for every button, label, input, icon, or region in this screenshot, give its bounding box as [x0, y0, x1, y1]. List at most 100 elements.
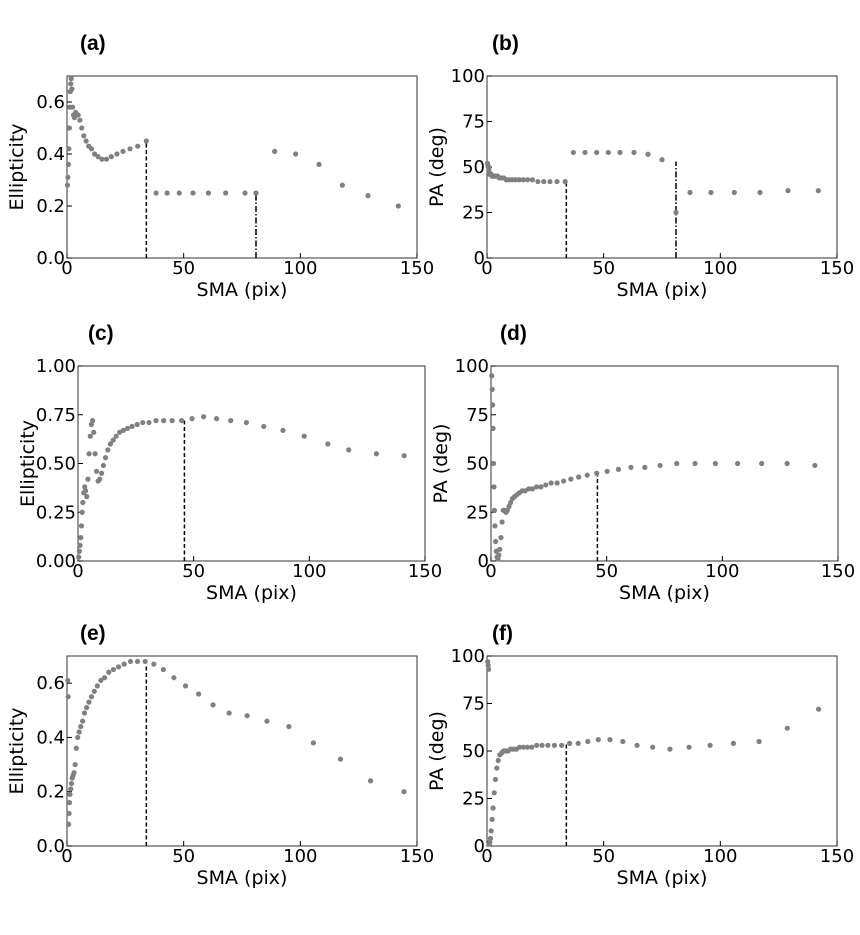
data-point	[628, 464, 634, 470]
data-point	[594, 470, 600, 476]
panel-e: (e) 0 50 100 150 0.0 0.2 0.4 0.6 SMA (pix) Ellipti…	[6, 622, 434, 889]
data-point	[89, 418, 96, 424]
y-tick-label: 50	[466, 454, 489, 475]
panel-c: (c) 0 50 100 150 0.00 0.25 0.50 0.75 1.00 SMA (pix…	[17, 322, 442, 604]
data-point	[604, 468, 610, 474]
data-point	[650, 744, 656, 750]
x-tick-label: 0	[61, 846, 72, 867]
data-point	[506, 503, 512, 509]
data-point	[516, 177, 522, 183]
data-point	[815, 706, 822, 712]
data-point	[228, 418, 234, 424]
data-point	[65, 694, 71, 700]
data-point	[529, 486, 536, 492]
y-axis-label: PA (deg)	[426, 127, 448, 207]
data-point	[95, 154, 101, 160]
data-point	[98, 470, 105, 476]
x-axis-label: SMA (pix)	[617, 279, 708, 301]
data-point	[570, 149, 576, 156]
data-point	[529, 744, 535, 750]
data-point	[78, 723, 84, 730]
data-point	[72, 761, 78, 768]
data-point	[182, 683, 189, 689]
data-point	[223, 190, 229, 196]
data-point	[115, 664, 122, 670]
data-point	[71, 770, 77, 776]
data-point	[99, 156, 105, 162]
data-point	[485, 659, 491, 665]
data-point	[538, 484, 544, 490]
data-point	[489, 386, 495, 392]
y-tick-label: 100	[451, 646, 485, 667]
panel-label-f: (f)	[492, 622, 513, 645]
data-point	[86, 699, 92, 705]
data-point	[529, 177, 536, 183]
y-axis-label: Ellipticity	[6, 123, 28, 210]
data-point	[75, 734, 81, 741]
data-point	[87, 433, 93, 439]
y-tick-label: 75	[462, 112, 485, 133]
data-point	[127, 658, 134, 665]
data-point	[615, 466, 622, 472]
data-point	[261, 423, 267, 430]
data-point	[244, 713, 250, 719]
data-point	[68, 780, 75, 787]
data-point	[226, 710, 232, 716]
x-tick-label: 100	[703, 258, 737, 279]
data-point	[490, 460, 497, 467]
data-point	[189, 416, 195, 422]
x-tick-label: 0	[485, 561, 496, 582]
data-point	[543, 482, 549, 488]
data-point	[83, 488, 89, 494]
data-point	[171, 675, 177, 681]
x-tick-label: 100	[283, 258, 317, 279]
y-tick-label: 50	[462, 157, 485, 178]
data-point	[301, 433, 307, 439]
data-point	[79, 125, 85, 131]
data-point	[517, 744, 523, 750]
data-point	[730, 740, 737, 747]
data-point	[491, 790, 497, 796]
data-point	[512, 177, 519, 183]
data-point	[582, 149, 588, 156]
data-point	[495, 757, 501, 764]
data-point	[66, 799, 73, 806]
data-point	[253, 190, 259, 196]
y-tick-label: 0.4	[36, 727, 65, 748]
data-point	[176, 190, 182, 196]
data-point	[533, 484, 540, 490]
y-tick-label: 0	[474, 836, 485, 857]
data-point	[617, 149, 623, 156]
data-point	[66, 146, 72, 152]
data-point	[142, 658, 148, 665]
x-tick-label: 50	[595, 561, 618, 582]
data-point	[395, 203, 401, 209]
data-point	[210, 702, 216, 708]
data-point	[815, 188, 821, 194]
y-tick-label: 0.0	[36, 836, 65, 857]
data-point	[575, 740, 581, 747]
data-point	[81, 710, 88, 716]
panel-label-d: (d)	[500, 322, 527, 345]
data-point	[84, 494, 90, 500]
data-point	[607, 737, 613, 743]
data-point	[205, 190, 211, 196]
x-tick-label: 150	[400, 258, 434, 279]
data-point	[68, 786, 74, 792]
data-point	[272, 148, 278, 154]
data-point	[88, 146, 95, 152]
data-point	[508, 499, 514, 506]
data-point	[64, 182, 71, 188]
y-tick-label: 0	[474, 248, 485, 269]
data-point	[113, 433, 119, 439]
panel-label-c: (c)	[88, 322, 114, 345]
data-point	[491, 484, 497, 490]
data-point	[76, 548, 82, 554]
data-point	[114, 151, 120, 157]
data-point	[568, 476, 574, 482]
y-tick-label: 75	[462, 694, 485, 715]
data-point	[524, 744, 530, 750]
x-tick-label: 0	[72, 561, 83, 582]
data-point	[66, 125, 72, 131]
x-tick-label: 150	[408, 561, 442, 582]
